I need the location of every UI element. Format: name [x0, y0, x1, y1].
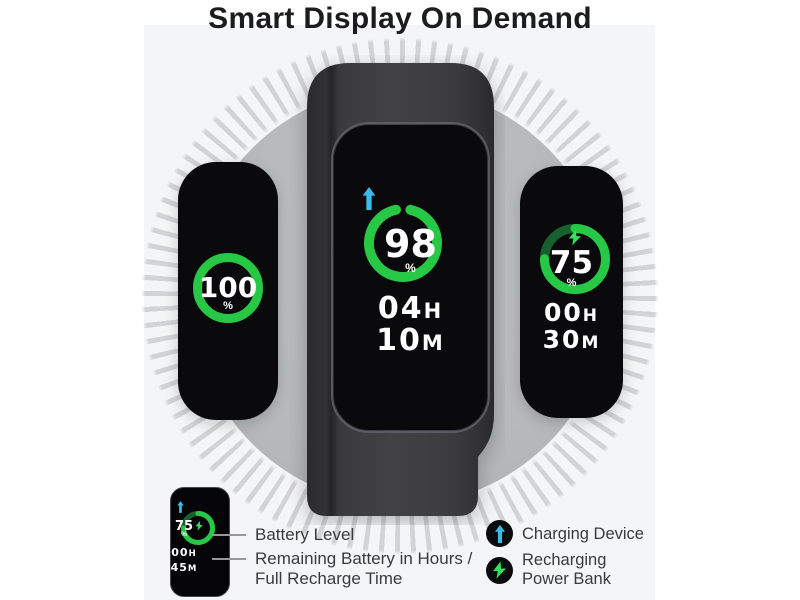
battery-ring-mini — [181, 511, 215, 545]
hours-value: 00 — [171, 546, 189, 559]
legend-remaining-battery: Remaining Battery in Hours / Full Rechar… — [212, 549, 472, 589]
legend-mini-screen: 75 % 00H 45M — [170, 487, 230, 597]
percent-sign: % — [181, 531, 187, 538]
remaining-label-line1: Remaining Battery in Hours / — [255, 549, 473, 568]
minutes-unit: M — [421, 331, 445, 355]
lightning-bolt-icon — [195, 521, 203, 531]
battery-ring-98 — [364, 203, 442, 282]
remaining-battery-label: Remaining Battery in Hours / Full Rechar… — [255, 549, 472, 589]
battery-level-label: Battery Level — [255, 525, 355, 544]
hours-remaining: 00H — [155, 541, 213, 560]
recharging-label: Recharging Power Bank — [522, 551, 611, 589]
hours-value: 04 — [377, 291, 424, 326]
recharging-badge — [486, 556, 513, 584]
hours-unit: H — [188, 549, 197, 559]
up-arrow-icon — [494, 524, 505, 543]
screen-state-recharging: 75 % 00H 30M — [520, 166, 623, 418]
percent-sign: % — [566, 277, 577, 289]
minutes-remaining: 45M — [155, 556, 213, 575]
minutes-value: 10 — [376, 323, 422, 358]
legend-charging-device: Charging Device — [486, 520, 644, 547]
battery-percent-value: 75 — [549, 245, 594, 281]
charging-up-arrow-icon — [362, 187, 376, 210]
screen-state-full: 100 % — [178, 162, 278, 420]
minutes-value: 45 — [170, 561, 188, 574]
lightning-bolt-icon — [493, 561, 506, 579]
hours-remaining: 04H — [334, 291, 487, 326]
connector-line — [212, 558, 246, 560]
minutes-unit: M — [581, 333, 601, 353]
device-screen-bezel — [331, 122, 490, 433]
charging-device-badge — [486, 520, 513, 547]
percent-sign: % — [405, 261, 416, 275]
legend-recharging-power-bank: Recharging Power Bank — [486, 551, 611, 589]
recharging-label-line1: Recharging — [522, 551, 607, 569]
connector-line — [212, 534, 246, 536]
percent-sign: % — [223, 300, 233, 312]
charging-up-arrow-icon — [177, 501, 184, 513]
battery-percent-value: 98 — [384, 222, 437, 266]
minutes-value: 30 — [542, 325, 582, 354]
page-title: Smart Display On Demand — [208, 2, 592, 35]
legend-battery-level: Battery Level — [212, 525, 354, 545]
recharging-label-line2: Power Bank — [522, 570, 611, 588]
hours-unit: H — [582, 306, 600, 326]
battery-ring-100 — [193, 253, 263, 323]
lightning-bolt-icon — [569, 229, 581, 246]
hours-value: 00 — [543, 298, 583, 327]
minutes-unit: M — [187, 564, 198, 574]
battery-percent-value: 75 — [174, 519, 194, 534]
battery-percent-value: 100 — [198, 271, 258, 304]
battery-ring-75 — [540, 224, 610, 294]
charging-device-label: Charging Device — [522, 524, 644, 543]
center-screen: 98 % 04H 10M — [334, 125, 487, 430]
fitness-band-device — [307, 63, 494, 516]
hours-remaining: 00H — [520, 298, 623, 327]
minutes-remaining: 10M — [334, 323, 487, 358]
minutes-remaining: 30M — [520, 325, 623, 354]
remaining-label-line2: Full Recharge Time — [255, 569, 403, 588]
hours-unit: H — [423, 299, 444, 323]
